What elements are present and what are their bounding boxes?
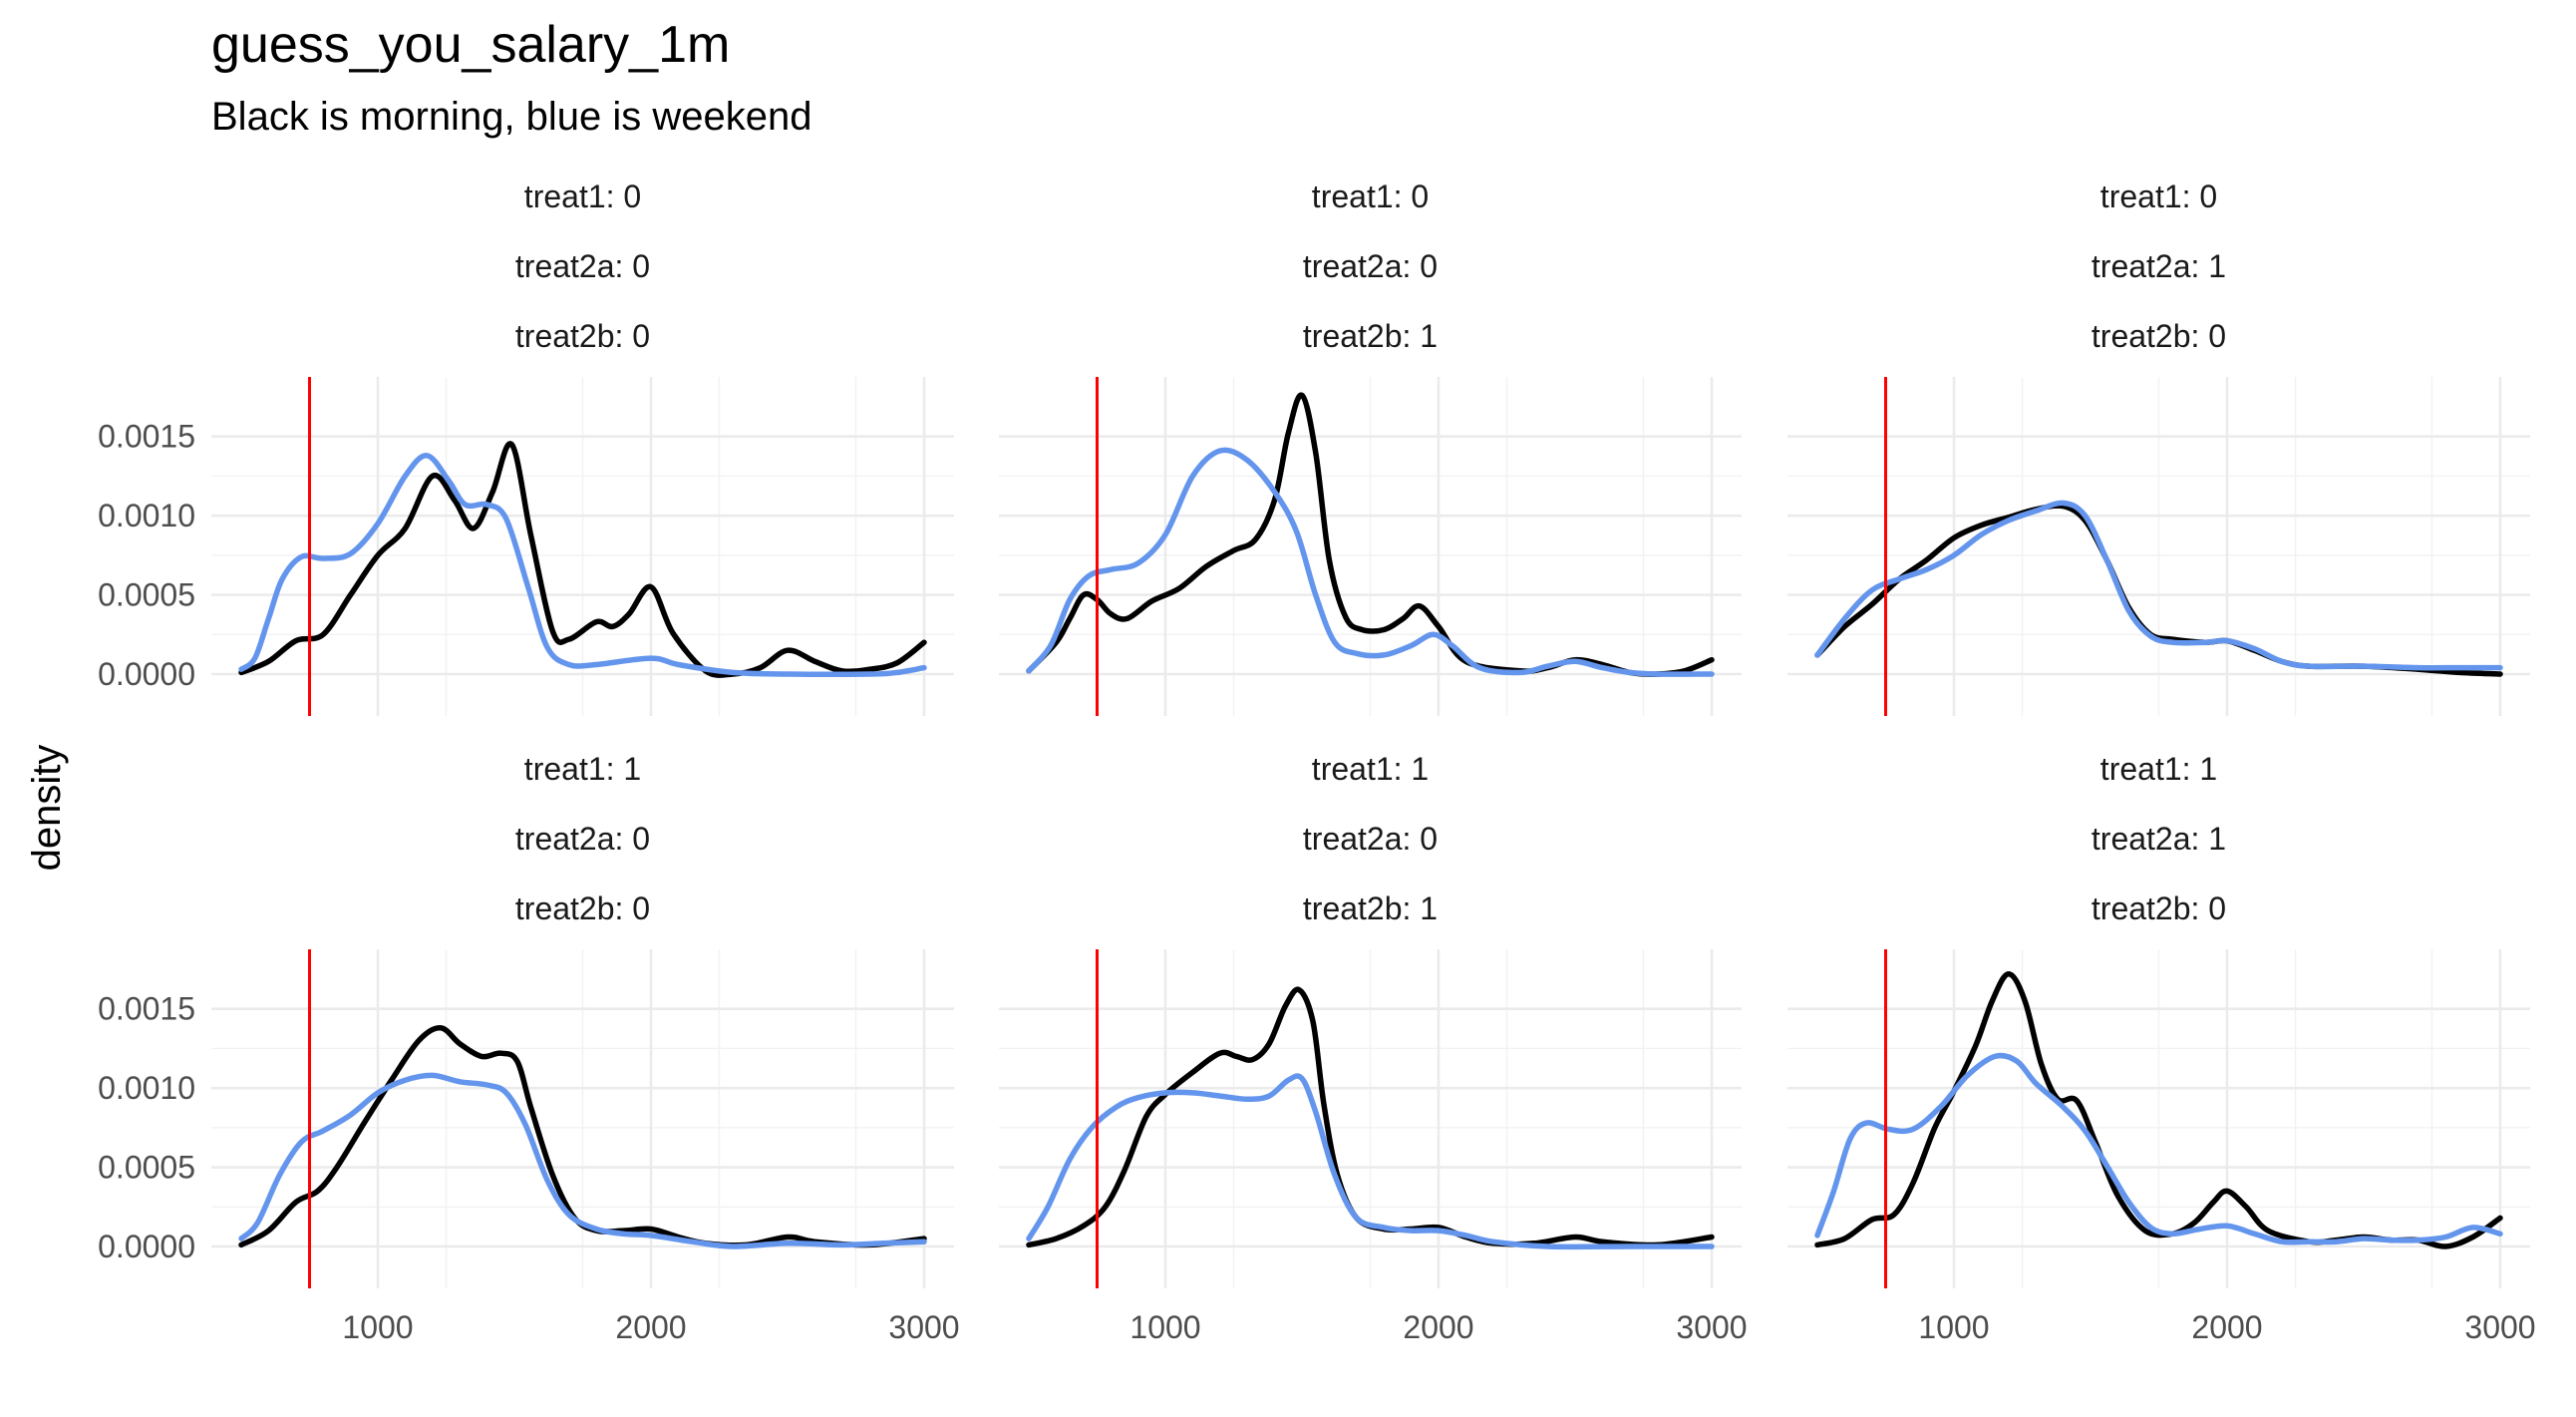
weekend-density-line bbox=[1814, 1052, 2503, 1245]
facet-panel: treat1: 1 treat2a: 1 treat2b: 0 1000 2000 300… bbox=[1787, 751, 2536, 1345]
facet-panel: treat1: 0 treat2a: 0 treat2b: 0 0.0000 0.000… bbox=[98, 178, 954, 716]
facet-panels: treat1: 0 treat2a: 0 treat2b: 0 0.0000 0.000… bbox=[98, 178, 2535, 1345]
morning-density-line bbox=[238, 441, 927, 678]
x-tick-label: 1000 bbox=[342, 1309, 413, 1345]
weekend-density-line bbox=[238, 1072, 927, 1249]
x-tick-label: 3000 bbox=[2464, 1309, 2535, 1345]
y-tick-label: 0.0000 bbox=[98, 656, 195, 692]
chart-subtitle: Black is morning, blue is weekend bbox=[211, 95, 812, 139]
x-tick-label: 1000 bbox=[1129, 1309, 1200, 1345]
y-tick-label: 0.0005 bbox=[98, 1150, 195, 1186]
y-tick-label: 0.0015 bbox=[98, 419, 195, 455]
facet-strip-label: treat2b: 0 bbox=[515, 890, 650, 926]
facet-strip-label: treat2a: 1 bbox=[2092, 821, 2226, 857]
x-tick-label: 2000 bbox=[2191, 1309, 2262, 1345]
chart-title: guess_you_salary_1m bbox=[211, 16, 730, 74]
facet-panel: treat1: 0 treat2a: 0 treat2b: 1 bbox=[999, 178, 1742, 716]
weekend-density-line bbox=[1814, 500, 2503, 671]
facet-strip-label: treat1: 1 bbox=[1312, 751, 1429, 787]
y-axis-label: density bbox=[25, 745, 69, 872]
facet-strip-label: treat2a: 1 bbox=[2092, 248, 2226, 284]
facet-strip-label: treat2a: 0 bbox=[1303, 821, 1438, 857]
facet-strip-label: treat2a: 0 bbox=[515, 821, 650, 857]
x-tick-label: 2000 bbox=[615, 1309, 686, 1345]
facet-strip-label: treat1: 0 bbox=[2100, 178, 2217, 214]
facet-panel: treat1: 0 treat2a: 1 treat2b: 0 bbox=[1787, 178, 2530, 716]
facet-strip-label: treat2b: 1 bbox=[1303, 890, 1438, 926]
facet-panel: treat1: 1 treat2a: 0 treat2b: 0 0.0000 0.000… bbox=[98, 751, 959, 1345]
facet-strip-label: treat2b: 0 bbox=[2092, 890, 2226, 926]
y-tick-label: 0.0015 bbox=[98, 991, 195, 1027]
y-tick-label: 0.0010 bbox=[98, 498, 195, 533]
x-tick-label: 1000 bbox=[1918, 1309, 1989, 1345]
weekend-density-line bbox=[1026, 447, 1715, 677]
facet-panel: treat1: 1 treat2a: 0 treat2b: 1 1000 2000 300… bbox=[999, 751, 1748, 1345]
facet-strip-label: treat2b: 1 bbox=[1303, 318, 1438, 354]
facet-strip-label: treat2a: 0 bbox=[515, 248, 650, 284]
facet-strip-label: treat2a: 0 bbox=[1303, 248, 1438, 284]
facet-strip-label: treat1: 1 bbox=[2100, 751, 2217, 787]
facet-strip-label: treat1: 1 bbox=[524, 751, 641, 787]
y-tick-label: 0.0000 bbox=[98, 1229, 195, 1264]
x-tick-label: 2000 bbox=[1403, 1309, 1473, 1345]
weekend-density-line bbox=[1026, 1073, 1715, 1250]
facet-strip-label: treat1: 0 bbox=[1312, 178, 1429, 214]
y-tick-label: 0.0005 bbox=[98, 577, 195, 613]
facet-strip-label: treat2b: 0 bbox=[2092, 318, 2226, 354]
x-tick-label: 3000 bbox=[888, 1309, 959, 1345]
weekend-density-line bbox=[238, 453, 927, 677]
facet-strip-label: treat2b: 0 bbox=[515, 318, 650, 354]
facet-strip-label: treat1: 0 bbox=[524, 178, 641, 214]
y-tick-label: 0.0010 bbox=[98, 1070, 195, 1106]
x-tick-label: 3000 bbox=[1676, 1309, 1747, 1345]
